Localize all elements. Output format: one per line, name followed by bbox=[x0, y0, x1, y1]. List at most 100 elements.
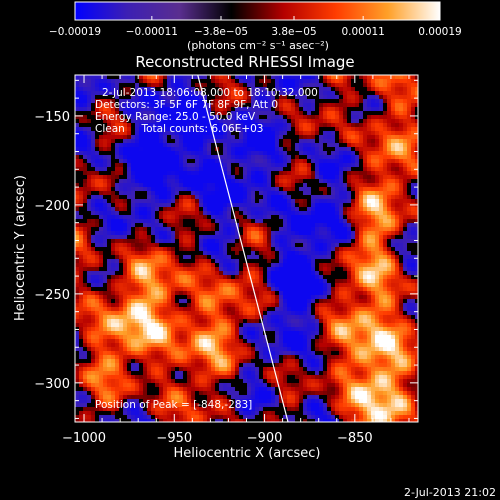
heatmap-cell bbox=[359, 83, 363, 87]
heatmap-cell bbox=[95, 275, 99, 279]
heatmap-cell bbox=[99, 115, 103, 119]
heatmap-cell bbox=[407, 167, 411, 171]
heatmap-cell bbox=[203, 203, 207, 207]
heatmap-cell bbox=[387, 167, 391, 171]
heatmap-cell bbox=[135, 287, 139, 291]
heatmap-cell bbox=[111, 251, 115, 255]
heatmap-cell bbox=[207, 251, 211, 255]
heatmap-cell bbox=[263, 139, 267, 143]
heatmap-cell bbox=[251, 179, 255, 183]
heatmap-cell bbox=[203, 207, 207, 211]
heatmap-cell bbox=[347, 163, 351, 167]
heatmap-cell bbox=[303, 75, 307, 79]
heatmap-cell bbox=[387, 299, 391, 303]
heatmap-cell bbox=[175, 135, 179, 139]
heatmap-cell bbox=[283, 143, 287, 147]
heatmap-cell bbox=[187, 75, 191, 79]
heatmap-cell bbox=[135, 119, 139, 123]
heatmap-cell bbox=[235, 111, 239, 115]
heatmap-cell bbox=[187, 139, 191, 143]
heatmap-cell bbox=[79, 139, 83, 143]
heatmap-cell bbox=[279, 231, 283, 235]
heatmap-cell bbox=[387, 291, 391, 295]
heatmap-cell bbox=[171, 111, 175, 115]
heatmap-cell bbox=[367, 147, 371, 151]
heatmap-cell bbox=[187, 151, 191, 155]
heatmap-cell bbox=[103, 171, 107, 175]
heatmap-cell bbox=[211, 119, 215, 123]
heatmap-cell bbox=[403, 103, 407, 107]
heatmap-cell bbox=[307, 287, 311, 291]
heatmap-cell bbox=[347, 151, 351, 155]
heatmap-cell bbox=[275, 95, 279, 99]
heatmap-cell bbox=[299, 219, 303, 223]
heatmap-cell bbox=[91, 227, 95, 231]
heatmap-cell bbox=[131, 127, 135, 131]
heatmap-cell bbox=[355, 239, 359, 243]
heatmap-cell bbox=[355, 127, 359, 131]
heatmap-cell bbox=[399, 159, 403, 163]
heatmap-cell bbox=[235, 87, 239, 91]
heatmap-cell bbox=[315, 83, 319, 87]
heatmap-cell bbox=[119, 223, 123, 227]
heatmap-cell bbox=[167, 179, 171, 183]
heatmap-cell bbox=[183, 135, 187, 139]
heatmap-cell bbox=[127, 267, 131, 271]
heatmap-cell bbox=[167, 163, 171, 167]
heatmap-cell bbox=[319, 223, 323, 227]
heatmap-cell bbox=[323, 207, 327, 211]
heatmap-cell bbox=[95, 267, 99, 271]
heatmap-cell bbox=[287, 83, 291, 87]
heatmap-cell bbox=[339, 211, 343, 215]
heatmap-cell bbox=[383, 87, 387, 91]
heatmap-cell bbox=[151, 123, 155, 127]
heatmap-cell bbox=[383, 283, 387, 287]
heatmap-cell bbox=[203, 275, 207, 279]
heatmap-cell bbox=[107, 147, 111, 151]
heatmap-cell bbox=[267, 131, 271, 135]
heatmap-cell bbox=[183, 167, 187, 171]
heatmap-cell bbox=[339, 255, 343, 259]
heatmap-cell bbox=[367, 195, 371, 199]
heatmap-cell bbox=[95, 167, 99, 171]
heatmap-cell bbox=[143, 227, 147, 231]
heatmap-cell bbox=[83, 115, 87, 119]
heatmap-cell bbox=[163, 171, 167, 175]
heatmap-cell bbox=[271, 115, 275, 119]
heatmap-cell bbox=[339, 299, 343, 303]
heatmap-cell bbox=[147, 279, 151, 283]
heatmap-cell bbox=[131, 235, 135, 239]
heatmap-cell bbox=[251, 143, 255, 147]
heatmap-cell bbox=[267, 159, 271, 163]
heatmap-cell bbox=[79, 291, 83, 295]
heatmap-cell bbox=[287, 211, 291, 215]
heatmap-cell bbox=[227, 303, 231, 307]
heatmap-cell bbox=[219, 227, 223, 231]
heatmap-cell bbox=[147, 203, 151, 207]
heatmap-cell bbox=[415, 235, 418, 239]
heatmap-cell bbox=[135, 107, 139, 111]
heatmap-cell bbox=[99, 271, 103, 275]
heatmap-cell bbox=[215, 203, 219, 207]
heatmap-cell bbox=[355, 215, 359, 219]
heatmap-cell bbox=[351, 147, 355, 151]
heatmap-cell bbox=[323, 255, 327, 259]
heatmap-cell bbox=[327, 199, 331, 203]
heatmap-cell bbox=[379, 163, 383, 167]
heatmap-cell bbox=[203, 163, 207, 167]
heatmap-cell bbox=[375, 267, 379, 271]
heatmap-cell bbox=[275, 187, 279, 191]
heatmap-cell bbox=[347, 291, 351, 295]
heatmap-cell bbox=[175, 111, 179, 115]
heatmap-cell bbox=[259, 219, 263, 223]
heatmap-cell bbox=[203, 183, 207, 187]
heatmap-cell bbox=[115, 251, 119, 255]
heatmap-cell bbox=[219, 283, 223, 287]
heatmap-cell bbox=[79, 159, 83, 163]
heatmap-cell bbox=[231, 167, 235, 171]
heatmap-cell bbox=[207, 143, 211, 147]
heatmap-cell bbox=[163, 267, 167, 271]
heatmap-cell bbox=[195, 91, 199, 95]
heatmap-cell bbox=[99, 263, 103, 267]
heatmap-cell bbox=[91, 131, 95, 135]
